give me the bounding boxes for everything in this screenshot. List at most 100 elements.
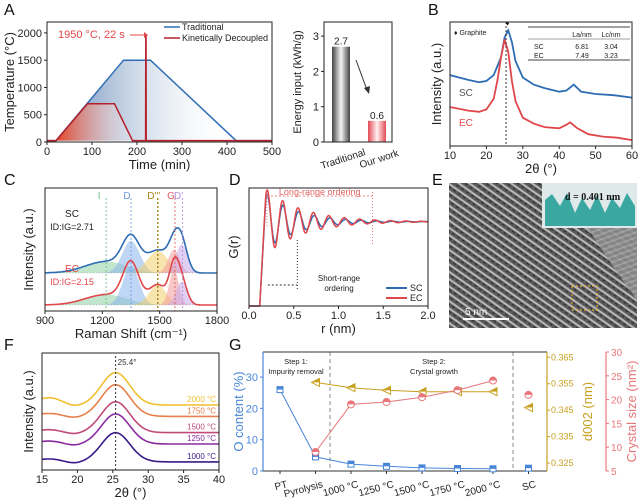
y-axis-label: O content (%) xyxy=(231,371,246,451)
x-category-label: 1750 °C xyxy=(428,479,466,499)
series-ec xyxy=(249,189,428,307)
short-range-label-2: ordering xyxy=(324,284,353,293)
f-xtick-label: 35 xyxy=(177,474,189,486)
f-xtick-label: 15 xyxy=(36,474,48,486)
a-ytick-label: 2000 xyxy=(18,28,42,40)
x-axis-label: r (nm) xyxy=(321,321,356,336)
g-right1-ytick-label: 0.335 xyxy=(551,432,574,442)
b-xtick-label: 60 xyxy=(626,150,638,162)
y-axis-label: d002 (nm) xyxy=(580,382,595,441)
f-xtick-label: 40 xyxy=(213,474,225,486)
d-xtick-label: 2.0 xyxy=(420,310,435,322)
chart-g-evolution: 0 10 20 30 0.325 0.335 0.345 0.355 0.365 5 10 15 20 2… xyxy=(231,348,639,500)
panel-label-c: C xyxy=(4,172,16,189)
a2-ytick-label: 3 xyxy=(313,31,319,43)
plot-frame xyxy=(449,21,633,147)
x-axis-label: 2θ (°) xyxy=(115,485,147,500)
series-line-crystal-size xyxy=(315,380,494,453)
a-ytick-label: 500 xyxy=(24,110,42,122)
legend-label-ec: EC xyxy=(410,293,423,303)
step1-desc: Impurity removal xyxy=(268,367,324,376)
y-axis-label: Energy input (kWh/g) xyxy=(292,30,304,133)
peak-label: 25.4° xyxy=(118,358,137,367)
g-right2-ytick-label: 15 xyxy=(611,419,623,430)
marker-d002-fill xyxy=(418,387,426,392)
legend-graphite: ♦ Graphite xyxy=(454,30,486,37)
g-left-ytick-label: 30 xyxy=(246,372,258,384)
chart-c-raman: I D D''' G D' SC ID:IG=2.71 EC ID:IG=2.15 900 1200… xyxy=(21,187,229,341)
chart-f-xrd-temperatures: 2000 °C 1750 °C 1500 °C 1250 °C 1000 °C 25.4°… xyxy=(21,352,225,500)
marker-crystal-size-fill xyxy=(312,448,319,452)
series-1500C xyxy=(41,400,219,435)
table-cell: 3.04 xyxy=(604,44,618,51)
d-xtick-label: 1.5 xyxy=(376,310,391,322)
panel-label-a: A xyxy=(4,2,15,19)
chart-b-xrd: ♦ 10 20 30 40 50 60 2θ (°) Intensity (a.u.) ♦ Gra… xyxy=(429,21,638,176)
marker-d002-fill xyxy=(524,403,533,408)
g-right1-ytick-label: 0.355 xyxy=(551,379,574,389)
series-label-sc: SC xyxy=(459,88,473,99)
marker-d002-fill xyxy=(382,386,391,391)
decoupled-area xyxy=(56,103,133,141)
f-xtick-label: 20 xyxy=(71,474,83,486)
y-axis-label: G(r) xyxy=(226,235,241,258)
plot-frame xyxy=(323,21,393,143)
series-label-ec: EC xyxy=(459,118,473,129)
x-axis-label: Time (min) xyxy=(129,157,191,172)
y-axis-label: Crystal size (nm²) xyxy=(624,361,639,463)
a-ytick-label: 0 xyxy=(36,137,42,149)
panel-label-f: F xyxy=(4,337,14,354)
x-category-label: SC xyxy=(521,479,537,493)
ratio-label-sc: ID:IG=2.71 xyxy=(50,222,94,232)
series-label: 1500 °C xyxy=(187,423,216,432)
series-label: 2000 °C xyxy=(187,395,216,404)
series-label: 1000 °C xyxy=(187,452,216,461)
marker-o-content-fill xyxy=(277,386,283,390)
c-xtick-label: 1800 xyxy=(205,315,229,327)
g-right2-ytick-label: 10 xyxy=(611,443,623,454)
x-category-label: 1500 °C xyxy=(393,479,431,499)
a2-ytick-label: 2 xyxy=(313,66,319,78)
table-cell: SC xyxy=(534,44,544,51)
a2-ytick-label: 1 xyxy=(313,102,319,114)
plot-frame xyxy=(41,352,220,471)
series-ec xyxy=(45,256,217,306)
trend-arrow xyxy=(355,59,368,91)
b-xtick-label: 50 xyxy=(589,150,601,162)
a-ytick-label: 1000 xyxy=(18,82,42,94)
marker-d002-fill xyxy=(347,383,355,388)
annotation-peak: 1950 °C, 22 s xyxy=(58,29,125,41)
table-header: La/nm xyxy=(572,32,592,39)
step2-title: Step 2: xyxy=(422,357,446,366)
table-cell: 7.49 xyxy=(575,53,589,60)
band-label: D xyxy=(123,191,130,202)
a-xtick-label: 200 xyxy=(128,146,146,158)
g-right1-ytick-label: 0.345 xyxy=(551,405,574,415)
b-xtick-label: 10 xyxy=(444,150,456,162)
bar-value-label: 2.7 xyxy=(334,37,348,48)
d-xtick-label: 0.0 xyxy=(241,310,256,322)
table-header: Lc/nm xyxy=(601,32,620,39)
series-1000C xyxy=(41,431,219,464)
band-label: I xyxy=(98,191,101,202)
band-d-sc xyxy=(45,240,217,273)
g-right2-ytick-label: 20 xyxy=(611,396,623,407)
legend-label-decoupled: Kinetically Decoupled xyxy=(182,33,268,43)
band-label: D' xyxy=(174,191,183,202)
band-d-ec xyxy=(45,266,217,305)
y-axis-label: Temperature (°C) xyxy=(2,32,17,132)
chart-d-pdf: 0.0 0.5 1.0 1.5 2.0 r (nm) G(r) Long-range orde… xyxy=(226,187,436,336)
x-category-label: 1250 °C xyxy=(357,479,395,499)
marker-o-content-fill xyxy=(383,463,390,467)
x-category-label: 1000 °C xyxy=(322,479,360,499)
plot-frame xyxy=(44,187,218,312)
marker-o-content-fill xyxy=(348,461,354,465)
g-right2-ytick-label: 30 xyxy=(611,348,623,359)
marker-crystal-size-fill xyxy=(347,400,355,405)
series-label: 1750 °C xyxy=(187,406,216,415)
marker-crystal-size-fill xyxy=(489,377,497,381)
x-category-label: 2000 °C xyxy=(464,479,502,499)
y-axis-label: Intensity (a.u.) xyxy=(21,370,36,452)
table-cell: 6.81 xyxy=(575,44,589,51)
band-g-ec xyxy=(45,269,217,305)
